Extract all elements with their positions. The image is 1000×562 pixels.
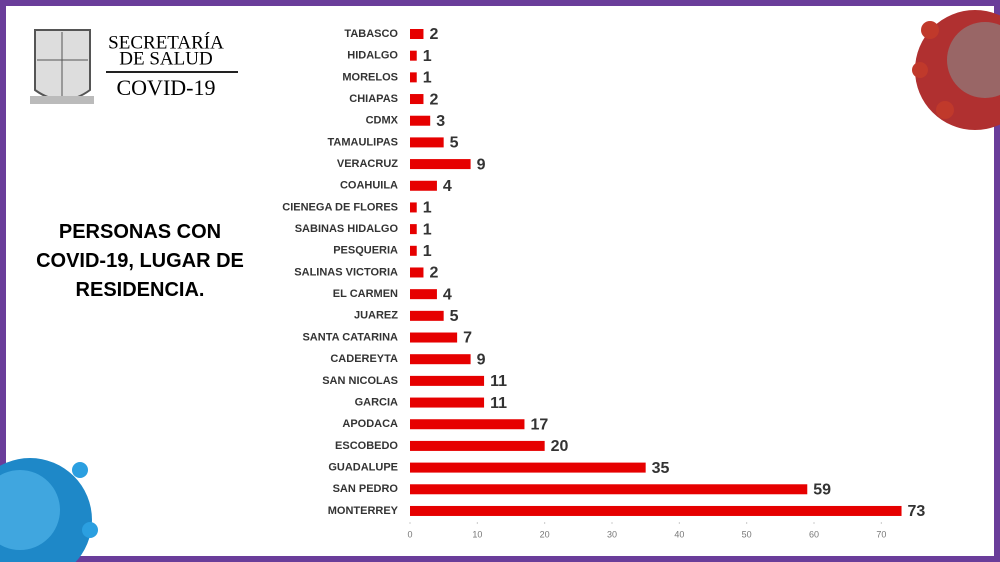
logo-text: SECRETARÍA [108, 31, 224, 53]
bar [410, 202, 417, 213]
bar [410, 397, 485, 408]
bar [410, 419, 525, 430]
value-label: 1 [423, 70, 432, 87]
bar [410, 245, 417, 256]
value-label: 59 [813, 481, 831, 498]
y-tick-label: CHIAPAS [349, 93, 398, 105]
value-label: 35 [652, 460, 670, 477]
y-tick-label: HIDALGO [347, 50, 398, 62]
y-tick-label: APODACA [342, 418, 398, 430]
y-tick-label: SABINAS HIDALGO [295, 223, 399, 235]
y-tick-label: CDMX [366, 115, 399, 127]
bar [410, 375, 485, 386]
bar [410, 72, 417, 83]
value-label: 1 [423, 243, 432, 260]
value-label: 1 [423, 200, 432, 217]
y-tick-label: CADEREYTA [330, 353, 398, 365]
y-tick-label: SAN PEDRO [333, 483, 399, 495]
y-tick-label: CIENEGA DE FLORES [282, 201, 398, 213]
y-tick-label: MONTERREY [328, 505, 399, 517]
bar [410, 50, 417, 61]
value-label: 4 [443, 286, 452, 303]
y-tick-label: SALINAS VICTORIA [294, 266, 398, 278]
y-tick-label: JUAREZ [354, 310, 398, 322]
value-label: 3 [436, 113, 445, 130]
virus-decoration [0, 458, 98, 562]
bar [410, 505, 902, 516]
bar [410, 94, 424, 105]
bar [410, 462, 646, 473]
y-tick-label: TAMAULIPAS [328, 136, 398, 148]
y-tick-label: EL CARMEN [333, 288, 398, 300]
y-tick-label: SANTA CATARINA [302, 331, 398, 343]
bar [410, 310, 444, 321]
y-tick-label: GARCIA [355, 396, 398, 408]
y-tick-label: TABASCO [344, 28, 398, 40]
value-label: 9 [477, 156, 486, 173]
virus-decoration [912, 10, 1000, 130]
bar [410, 267, 424, 278]
bar [410, 289, 437, 300]
value-label: 4 [443, 178, 452, 195]
x-tick-label: 20 [540, 529, 550, 539]
bar [410, 354, 471, 365]
bar [410, 224, 417, 235]
value-label: 7 [463, 330, 472, 347]
bar [410, 29, 424, 39]
value-label: 11 [490, 373, 507, 390]
value-label: 5 [450, 135, 459, 152]
y-tick-label: ESCOBEDO [335, 440, 398, 452]
x-tick-label: 30 [607, 529, 617, 539]
y-tick-label: MORELOS [342, 71, 398, 83]
bar [410, 484, 808, 495]
value-label: 9 [477, 351, 486, 368]
bar [410, 440, 545, 451]
value-label: 5 [450, 308, 459, 325]
value-label: 1 [423, 48, 432, 65]
logo-text: COVID-19 [117, 75, 216, 100]
value-label: 20 [551, 438, 569, 455]
y-tick-label: VERACRUZ [337, 158, 398, 170]
value-label: 1 [423, 221, 432, 238]
y-tick-label: COAHUILA [340, 180, 398, 192]
logo-text: DE SALUD [119, 48, 212, 69]
value-label: 2 [429, 91, 438, 108]
bar [410, 115, 431, 126]
y-tick-label: SAN NICOLAS [322, 375, 398, 387]
y-tick-label: GUADALUPE [328, 462, 398, 474]
logo [30, 29, 238, 104]
x-tick-label: 40 [674, 529, 684, 539]
x-tick-label: 70 [876, 529, 886, 539]
x-tick-label: 0 [407, 529, 412, 539]
y-tick-label: PESQUERIA [333, 245, 398, 257]
value-label: 2 [429, 26, 438, 43]
bar [410, 159, 471, 170]
bar [410, 180, 437, 191]
chart-title: PERSONAS CON COVID-19, LUGAR DE RESIDENC… [36, 221, 244, 301]
value-label: 11 [490, 395, 507, 412]
x-tick-label: 50 [742, 529, 752, 539]
bar [410, 137, 444, 148]
x-tick-label: 10 [472, 529, 482, 539]
x-tick-label: 60 [809, 529, 819, 539]
value-label: 73 [908, 503, 926, 520]
value-label: 2 [429, 265, 438, 282]
value-label: 17 [530, 416, 548, 433]
bar [410, 332, 458, 343]
